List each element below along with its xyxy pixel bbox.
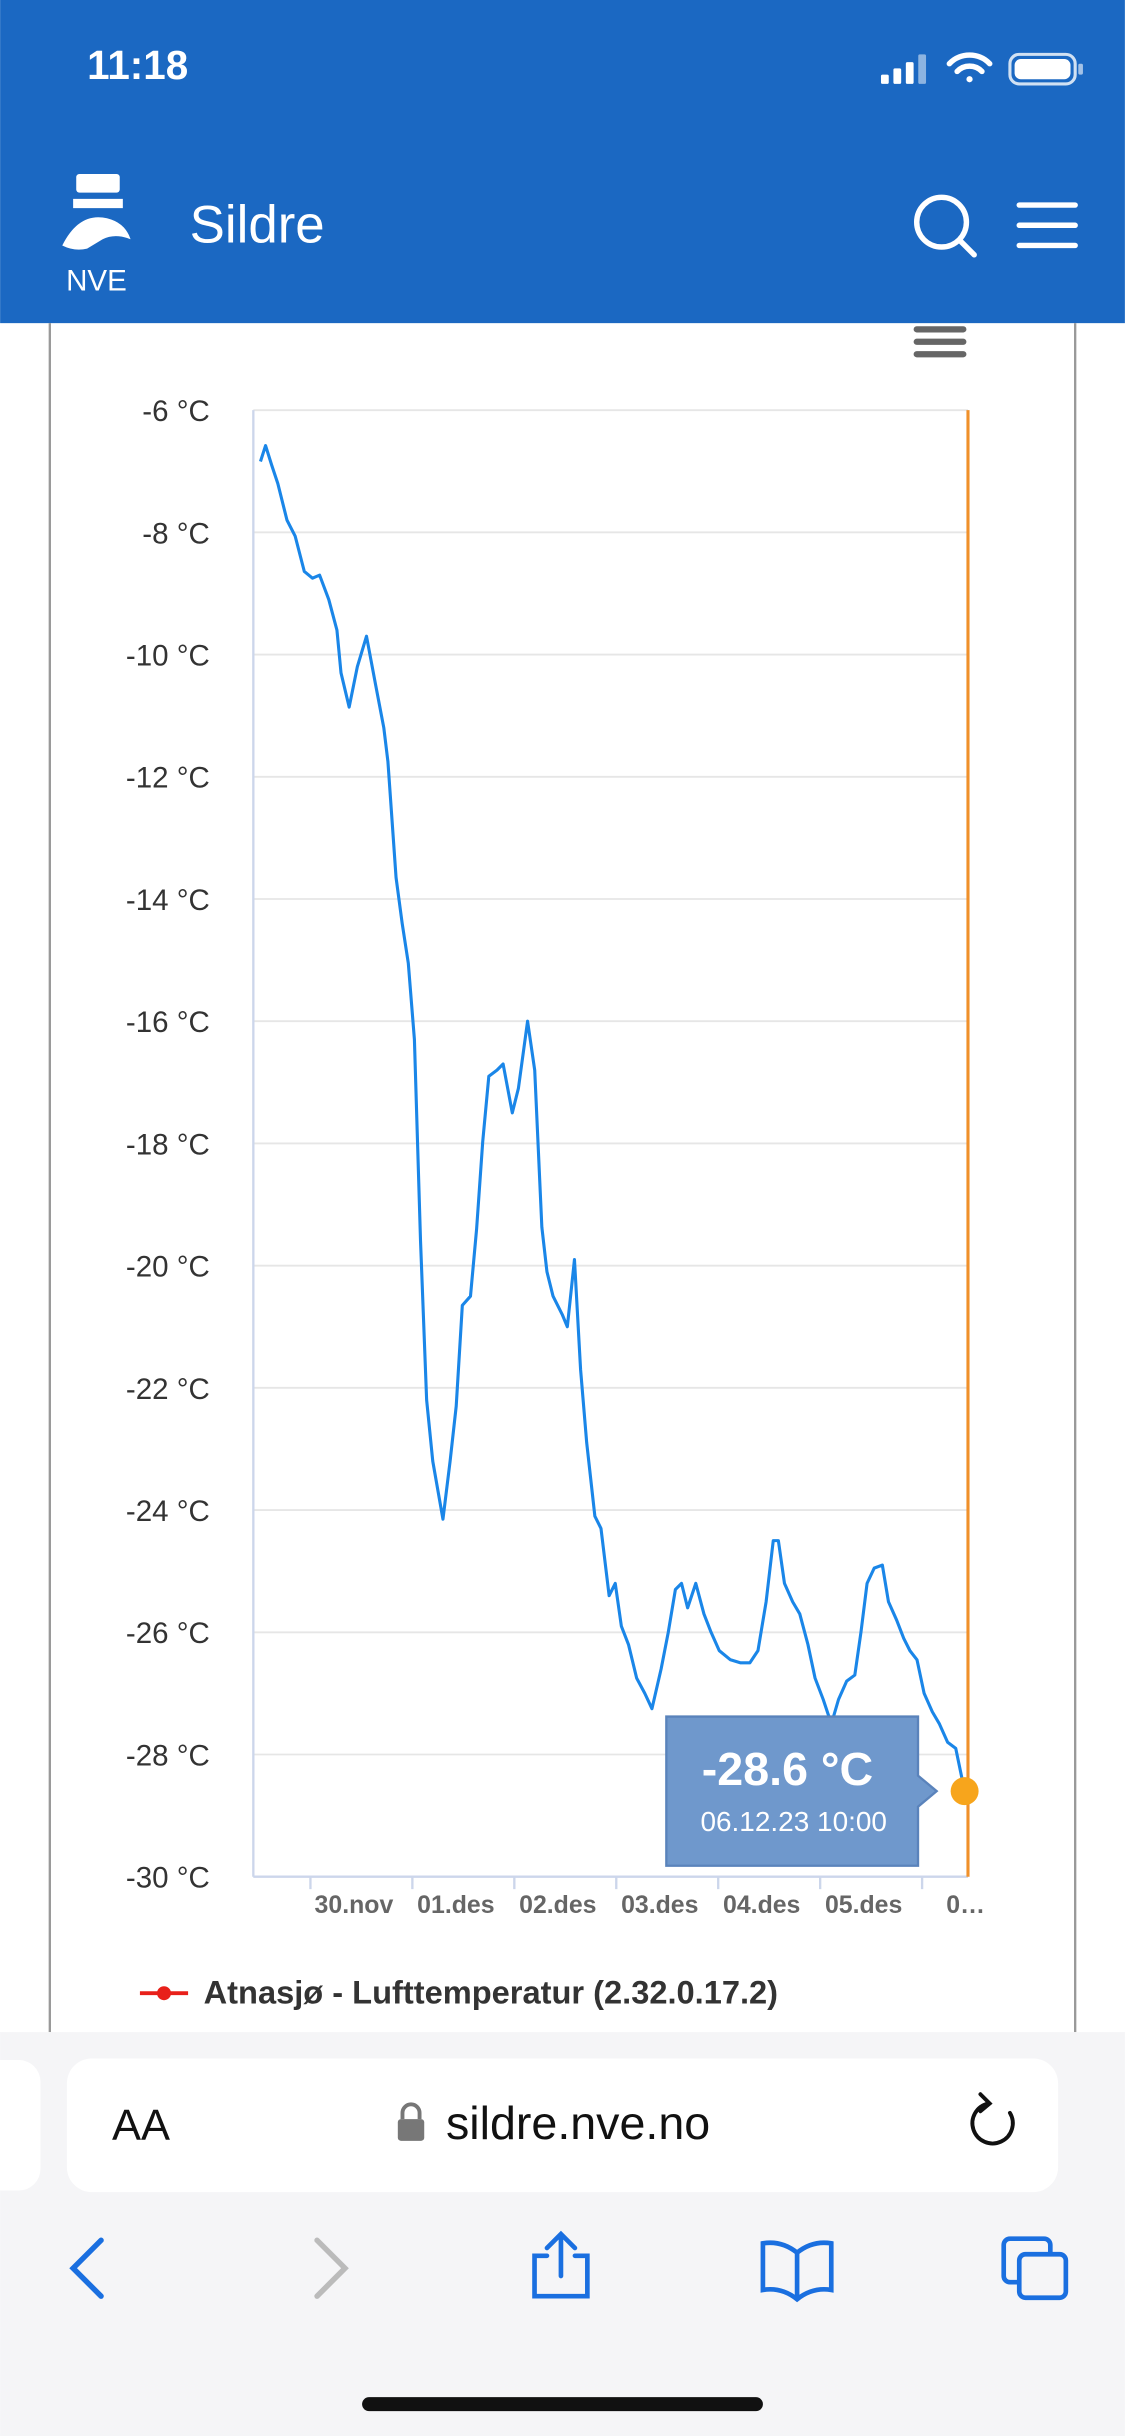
x-tick-label: 30.nov <box>315 1892 394 1919</box>
header-title: Sildre <box>190 195 325 254</box>
x-tick-label: 03.des <box>621 1892 698 1919</box>
tooltip-date: 06.12.23 10:00 <box>700 1806 887 1837</box>
x-tick-label: 05.des <box>825 1892 902 1919</box>
url-text: sildre.nve.no <box>446 2097 710 2149</box>
legend-symbol-dot <box>157 1986 171 2001</box>
y-tick-label: -30 °C <box>126 1862 210 1895</box>
address-bar[interactable] <box>66 2058 1059 2193</box>
x-tick-label: 0… <box>946 1892 985 1919</box>
share-button[interactable] <box>532 2230 590 2299</box>
header-background <box>0 0 1125 324</box>
menu-button[interactable] <box>1016 202 1078 249</box>
back-button[interactable] <box>69 2237 104 2299</box>
tooltip-box <box>665 1715 939 1867</box>
content-border <box>48 323 1077 2033</box>
y-tick-label: -26 °C <box>126 1617 210 1650</box>
tooltip-value: -28.6 °C <box>702 1743 873 1795</box>
y-tick-label: -14 °C <box>126 884 210 917</box>
y-tick-label: -18 °C <box>126 1128 210 1161</box>
y-tick-label: -12 °C <box>126 762 210 795</box>
status-time: 11:18 <box>87 42 188 88</box>
y-tick-label: -8 °C <box>142 517 210 550</box>
y-tick-label: -6 °C <box>142 395 210 428</box>
reload-button[interactable] <box>970 2092 1015 2146</box>
y-tick-label: -22 °C <box>126 1373 210 1406</box>
nve-logo <box>62 174 131 250</box>
signal-icon <box>880 54 927 84</box>
y-tick-label: -24 °C <box>126 1495 210 1528</box>
y-tick-label: -20 °C <box>126 1251 210 1284</box>
home-indicator <box>362 2397 763 2412</box>
forward-button[interactable] <box>314 2237 349 2299</box>
legend-label: Atnasjø - Lufttemperatur (2.32.0.17.2) <box>204 1973 778 2010</box>
x-tick-label: 04.des <box>723 1892 800 1919</box>
previous-tab[interactable] <box>0 2060 41 2191</box>
y-tick-label: -16 °C <box>126 1006 210 1039</box>
x-tick-label: 02.des <box>519 1892 596 1919</box>
y-tick-label: -10 °C <box>126 639 210 672</box>
tabs-button[interactable] <box>1001 2236 1069 2301</box>
bookmarks-button[interactable] <box>760 2240 834 2303</box>
highlighted-point <box>950 1777 979 1806</box>
battery-icon <box>1008 52 1083 86</box>
chart-menu-button[interactable] <box>913 326 967 358</box>
series-line <box>258 444 967 1792</box>
lock-icon <box>397 2102 425 2141</box>
x-tick-label: 01.des <box>417 1892 494 1919</box>
wifi-icon <box>946 52 993 83</box>
chart: -6 °C -8 °C -10 °C -12 °C -14 °C -16 °C -18 °C… <box>126 395 985 2010</box>
text-size-button[interactable]: AA <box>112 2102 170 2150</box>
logo-text: NVE <box>66 265 127 298</box>
tooltip: -28.6 °C 06.12.23 10:00 <box>665 1715 939 1867</box>
y-tick-label: -28 °C <box>126 1739 210 1772</box>
search-button[interactable] <box>913 194 977 258</box>
